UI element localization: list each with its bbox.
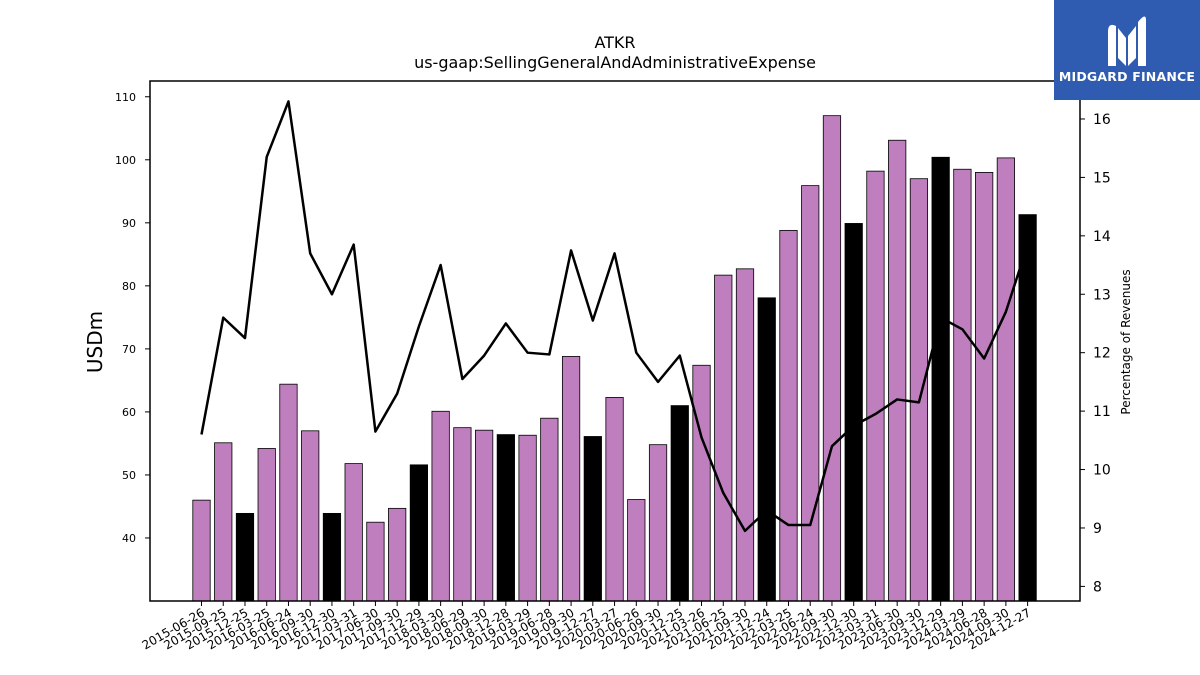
bar [909, 178, 929, 602]
y-tick-label: 100 [115, 154, 136, 167]
y2-tick-label: 13 [1093, 287, 1111, 303]
y-tick-label: 90 [122, 217, 136, 230]
y-axis-label: USDm [83, 311, 107, 373]
bar [648, 444, 668, 602]
bar [605, 397, 624, 602]
bar [431, 410, 450, 602]
y-tick-label: 60 [122, 406, 136, 419]
bar [757, 297, 776, 602]
chart-title: ATKR [594, 33, 635, 52]
bar [322, 512, 342, 602]
bar [235, 512, 255, 602]
bar [279, 383, 298, 602]
y-tick-label: 110 [115, 91, 136, 104]
y2-tick-label: 14 [1093, 229, 1111, 245]
bar [518, 434, 537, 602]
bar [801, 185, 820, 602]
bar [344, 463, 363, 602]
bar [931, 156, 950, 602]
axes-layer: 40506070809010011089101112131415162015-0… [115, 80, 1111, 652]
bar [475, 429, 494, 602]
y2-axis-label: Percentage of Revenues [1119, 269, 1133, 414]
bar [540, 417, 559, 602]
bar [822, 115, 842, 602]
y2-tick-label: 12 [1093, 346, 1111, 362]
y2-tick-label: 15 [1093, 170, 1111, 186]
bar [257, 448, 276, 602]
bar [844, 223, 863, 602]
bar [779, 229, 798, 602]
bar [453, 427, 472, 602]
bar [1018, 214, 1037, 602]
bar [714, 274, 733, 602]
y-tick-label: 50 [122, 469, 136, 482]
bar [996, 157, 1015, 602]
y2-tick-label: 9 [1093, 521, 1102, 537]
bar [583, 436, 602, 602]
bar [409, 464, 429, 602]
bar [953, 168, 972, 602]
bars-layer [192, 115, 1037, 602]
y2-tick-label: 8 [1093, 579, 1102, 595]
y2-tick-label: 11 [1093, 404, 1111, 420]
series-line [200, 100, 1029, 533]
y-tick-label: 40 [122, 532, 136, 545]
bar [366, 521, 385, 602]
bar [866, 170, 885, 602]
bar [192, 499, 211, 602]
bar [627, 499, 646, 602]
y2-tick-label: 10 [1093, 463, 1111, 479]
brand-logo: MIDGARD FINANCE [1054, 0, 1200, 100]
bar [214, 442, 233, 602]
bar [301, 430, 320, 602]
bar [670, 405, 689, 602]
y-tick-label: 80 [122, 280, 136, 293]
y2-tick-label: 16 [1093, 112, 1111, 128]
bar [388, 507, 407, 602]
logo-text: MIDGARD FINANCE [1058, 69, 1196, 84]
y-tick-label: 70 [122, 343, 136, 356]
chart-subtitle: us-gaap:SellingGeneralAndAdministrativeE… [414, 53, 816, 72]
bar [692, 364, 711, 602]
bar [735, 268, 755, 602]
midgard-logo-icon [1108, 16, 1146, 67]
bar [561, 356, 581, 602]
bar [888, 139, 907, 602]
line-layer [200, 100, 1029, 533]
bar [975, 171, 994, 602]
bar [496, 434, 515, 602]
